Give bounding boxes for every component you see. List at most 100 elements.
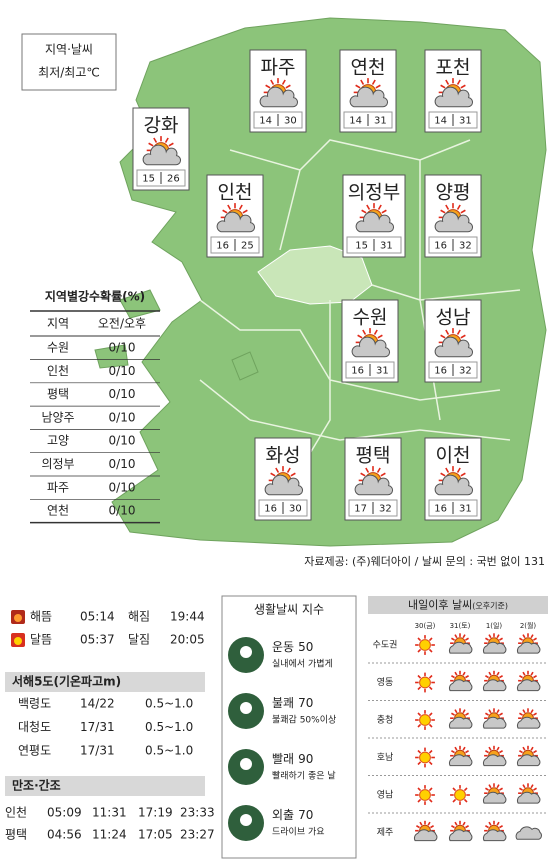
rain-title: 지역별강수확률(%) bbox=[45, 289, 145, 304]
sun-ray bbox=[416, 825, 420, 829]
sun-ray bbox=[419, 821, 423, 826]
sun-ray bbox=[428, 637, 433, 642]
sun-ray bbox=[428, 686, 433, 691]
weather-icon bbox=[483, 745, 507, 767]
weather-icon bbox=[517, 670, 541, 692]
sun-ray bbox=[496, 709, 500, 714]
sun-ray bbox=[460, 334, 466, 339]
sun-ray bbox=[496, 671, 500, 676]
tide-time: 11:24 bbox=[92, 828, 127, 842]
index-name: 외출 bbox=[272, 808, 294, 822]
time: 05:37 bbox=[80, 633, 115, 647]
sun-ray bbox=[496, 746, 500, 751]
wave: 0.5~1.0 bbox=[145, 697, 193, 711]
table-cell: 연천 bbox=[47, 503, 69, 518]
temp-low: 17 bbox=[354, 504, 367, 515]
table-header: 지역 bbox=[47, 317, 69, 331]
cloud bbox=[216, 211, 256, 233]
sun-ray bbox=[355, 84, 361, 89]
forecast-region: 호남 bbox=[377, 752, 394, 763]
sun-ray bbox=[488, 821, 492, 826]
cloud bbox=[354, 474, 394, 496]
weather-icon bbox=[142, 136, 182, 166]
index-name: 운동 50 bbox=[272, 640, 313, 654]
table-cell: 파주 bbox=[47, 480, 69, 494]
weather-icon bbox=[415, 635, 435, 655]
sun-ray bbox=[485, 787, 489, 791]
city-name: 포천 bbox=[436, 57, 471, 79]
tide-time: 23:27 bbox=[180, 828, 215, 842]
sun-ray bbox=[488, 671, 492, 676]
weather-icon bbox=[434, 466, 474, 496]
sun-ray bbox=[463, 787, 468, 792]
label: 달짐 bbox=[128, 633, 150, 647]
sun-ray bbox=[465, 675, 469, 679]
sun-ray bbox=[285, 84, 291, 89]
sun-ray bbox=[488, 634, 492, 639]
cloud bbox=[517, 679, 541, 692]
sun-ray bbox=[463, 798, 468, 803]
index-icon-glyph bbox=[240, 702, 252, 714]
index-value: 50 bbox=[298, 640, 313, 654]
temp: 17/31 bbox=[80, 720, 115, 734]
index-note: 빨래하기 좋은 날 bbox=[272, 771, 336, 782]
weather-icon bbox=[449, 633, 473, 654]
table-cell: 의정부 bbox=[41, 457, 74, 471]
cloud bbox=[355, 211, 395, 233]
sun-ray bbox=[465, 712, 469, 716]
tide-time: 17:05 bbox=[138, 828, 173, 842]
sun-ray bbox=[454, 821, 458, 826]
temp-high: 26 bbox=[167, 174, 180, 185]
cloud bbox=[517, 716, 541, 729]
city-name: 성남 bbox=[436, 307, 471, 329]
index-icon-glyph bbox=[240, 646, 252, 658]
cloud bbox=[349, 86, 389, 108]
sun-ray bbox=[522, 709, 526, 714]
cloud bbox=[517, 754, 541, 767]
sun-ray bbox=[530, 784, 534, 789]
index-name: 빨래 bbox=[272, 752, 294, 766]
weather-icon bbox=[355, 203, 395, 233]
sun-ray bbox=[428, 648, 433, 653]
sun-ray bbox=[522, 671, 526, 676]
island: 연평도 bbox=[18, 744, 51, 758]
weather-icon bbox=[483, 783, 507, 804]
tides-bar bbox=[5, 776, 205, 796]
temp-low: 16 bbox=[351, 366, 364, 377]
table-cell: 고양 bbox=[47, 434, 69, 448]
cloud bbox=[483, 791, 507, 804]
cloud bbox=[351, 336, 391, 358]
forecast-region: 영동 bbox=[377, 677, 394, 688]
sun-ray bbox=[427, 821, 431, 826]
city-name: 화성 bbox=[266, 445, 301, 467]
weather-icon bbox=[483, 820, 507, 842]
table-cell: 0/10 bbox=[109, 341, 136, 355]
sun-ray bbox=[465, 637, 469, 641]
tide-time: 04:56 bbox=[47, 828, 82, 842]
sun-ray bbox=[417, 749, 422, 754]
sun-ray bbox=[462, 634, 466, 639]
sun-ray bbox=[270, 79, 275, 85]
sun-ray bbox=[451, 637, 455, 641]
sun-ray bbox=[485, 825, 489, 829]
weather-icon bbox=[483, 670, 507, 692]
time: 20:05 bbox=[170, 633, 205, 647]
sun-ray bbox=[456, 467, 461, 473]
sun-ray bbox=[440, 209, 446, 214]
wave: 0.5~1.0 bbox=[145, 744, 193, 758]
weather-icon bbox=[415, 747, 435, 768]
sun-moon-glyph bbox=[14, 614, 22, 622]
weather-icon bbox=[483, 633, 507, 654]
port: 인천 bbox=[5, 805, 27, 820]
sun-ray bbox=[360, 79, 365, 85]
forecast-title: 내일이후 날씨 bbox=[408, 598, 472, 612]
island: 백령도 bbox=[18, 697, 51, 711]
sun-ray bbox=[451, 712, 455, 716]
sun-ray bbox=[522, 746, 526, 751]
sun bbox=[454, 789, 466, 801]
cloud bbox=[483, 754, 507, 767]
sun-ray bbox=[417, 761, 422, 766]
sun-ray bbox=[488, 709, 492, 714]
sun-ray bbox=[462, 746, 466, 751]
cloud bbox=[483, 641, 507, 654]
